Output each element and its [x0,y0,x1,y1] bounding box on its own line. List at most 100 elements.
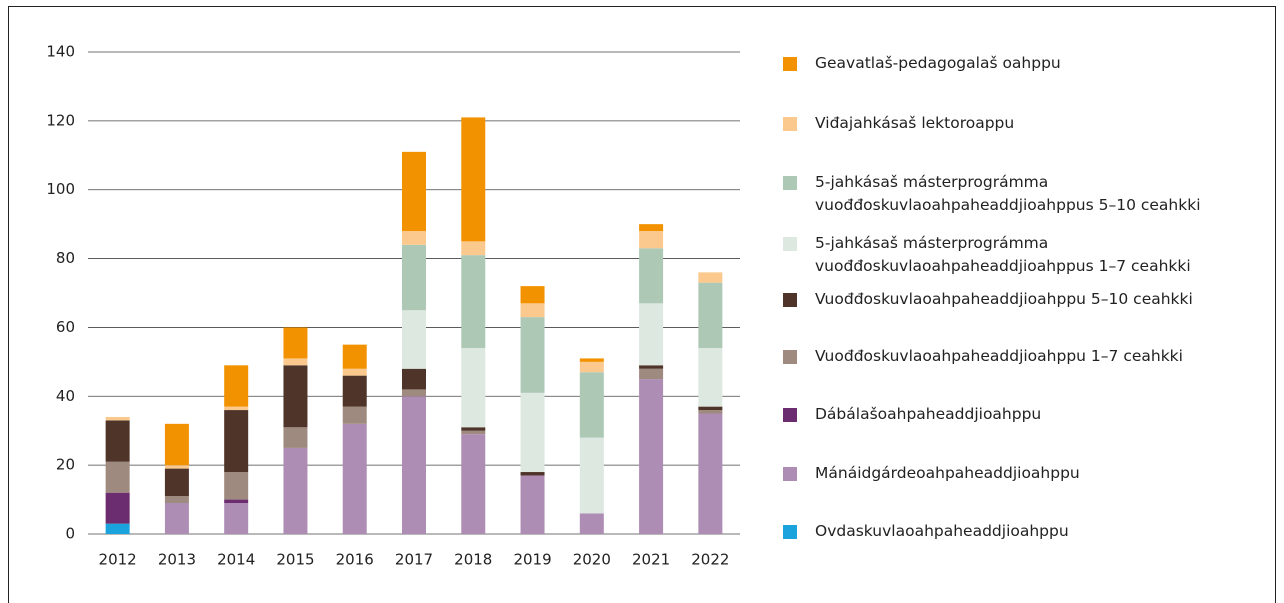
x-tick-label: 2017 [395,551,433,569]
bar-segment [698,410,723,414]
bar-segment [579,361,604,373]
bar-segment [579,358,604,362]
bar-segment [342,344,367,369]
bar-segment [639,231,664,249]
bar-segment [461,434,486,534]
x-tick-label: 2022 [691,551,729,569]
bar-segment [402,310,426,369]
bar-segment [283,447,308,534]
bar-segment [342,375,367,407]
x-tick-label: 2018 [454,551,492,569]
x-tick-label: 2016 [336,551,374,569]
x-tick-label: 2015 [276,551,314,569]
legend-item: Viđajahkásaš lektoroappu [783,114,1253,135]
bar-segment [164,503,189,534]
legend-item: 5-jahkásaš másterprográmma vuođđoskuvlao… [783,173,1253,217]
legend-label: Ovdaskuvlaoahpaheaddjioahppu [815,522,1069,540]
y-tick-label: 40 [56,387,75,405]
legend-item: Ovdaskuvlaoahpaheaddjioahppu [783,522,1253,543]
bar-segment [520,475,545,534]
bar-segment [164,465,189,469]
bar-segment [105,523,130,534]
legend-item: Vuođđoskuvlaoahpaheaddjioahppu 5–10 ceah… [783,290,1253,311]
y-tick-label: 120 [46,111,75,129]
y-tick-label: 0 [65,525,75,543]
bar-segment [698,282,723,349]
bar-segment [402,244,426,311]
y-tick-label: 100 [46,180,75,198]
bar-segment [105,420,130,462]
bar-segment [402,231,426,245]
bar-segment [342,368,367,376]
bar-segment [639,248,664,304]
legend-swatch [783,467,797,481]
legend-item: Mánáidgárdeoahpaheaddjioahppu [783,464,1253,485]
bar-segment [520,286,545,304]
legend-item: Dábálašoahpaheaddjioahppu [783,405,1253,426]
bar-segment [520,303,545,318]
legend-swatch [783,57,797,71]
bar-segment [579,437,604,514]
bar-segment [461,427,486,431]
bar-segment [698,406,723,411]
legend-label: 5-jahkásaš másterprográmma vuođđoskuvlao… [815,173,1201,214]
legend-label: Mánáidgárdeoahpaheaddjioahppu [815,464,1080,482]
legend-item: Vuođđoskuvlaoahpaheaddjioahppu 1–7 ceahk… [783,347,1253,368]
frame [8,6,1276,603]
bar-segment [105,416,130,421]
bar-segment [461,241,486,256]
bar-segment [105,492,130,524]
legend-swatch [783,237,797,251]
legend-label: Dábálašoahpaheaddjioahppu [815,405,1042,423]
bar-segment [283,327,308,359]
x-tick-label: 2021 [632,551,670,569]
y-tick-label: 80 [56,249,75,267]
y-tick-label: 140 [46,43,75,61]
bar-segment [639,303,664,366]
legend-swatch [783,408,797,422]
bar-segment [224,472,249,500]
legend-swatch [783,293,797,307]
bar-segment [342,406,367,424]
bar-segment [698,272,723,283]
bar-segment [461,255,486,349]
legend-label: Geavatlaš-pedagogalaš oahppu [815,54,1061,72]
y-tick-label: 60 [56,318,75,336]
bar-segment [639,224,664,232]
bar-segment [639,379,664,534]
bar-segment [639,365,664,369]
legend-item: 5-jahkásaš másterprográmma vuođđoskuvlao… [783,234,1253,278]
bar-segment [639,368,664,380]
legend-swatch [783,117,797,131]
bar-segment [224,503,249,534]
legend-swatch [783,176,797,190]
bar-segment [164,468,189,497]
bar-segment [105,461,130,493]
bar-segment [461,117,486,242]
legend-item: Geavatlaš-pedagogalaš oahppu [783,54,1253,75]
bar-segment [402,396,426,534]
bar-segment [224,410,249,473]
bar-segment [520,392,545,473]
legend-label: Vuođđoskuvlaoahpaheaddjioahppu 1–7 ceahk… [815,347,1183,365]
legend-swatch [783,525,797,539]
bar-segment [579,513,604,534]
bar-segment [520,317,545,393]
bar-segment [461,430,486,435]
bar-segment [698,348,723,407]
bar-segment [224,365,249,407]
bar-segment [461,348,486,428]
bar-segment [342,423,367,534]
bar-segment [224,406,249,411]
bar-segment [283,358,308,366]
x-tick-label: 2012 [99,551,137,569]
bar-segment [520,472,545,476]
y-tick-label: 20 [56,456,75,474]
bar-segment [164,496,189,504]
bar-segment [698,413,723,534]
bar-segment [164,423,189,466]
x-tick-label: 2014 [217,551,255,569]
bar-segment [579,372,604,438]
